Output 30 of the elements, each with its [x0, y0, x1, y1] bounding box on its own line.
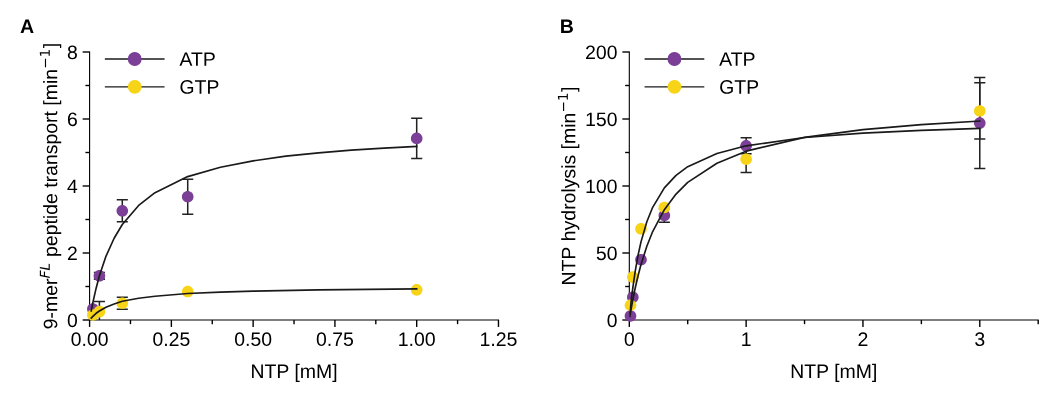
- y-tick-label: 2: [67, 246, 77, 261]
- y-tick-label: 100: [586, 179, 617, 194]
- chart-title: A: [20, 19, 34, 33]
- x-tick-label: 0.50: [234, 332, 272, 347]
- x-tick-label: 3: [975, 332, 985, 347]
- y-tick-label: 4: [67, 179, 78, 194]
- legend-label: GTP: [180, 80, 219, 94]
- y-tick-label: 200: [586, 45, 617, 60]
- x-tick-label: 1.00: [399, 332, 435, 347]
- x-tick-label: 0.00: [71, 332, 108, 347]
- legend-label: GTP: [720, 80, 759, 94]
- y-tick-label: 150: [586, 112, 617, 127]
- y-tick-label: 6: [67, 112, 77, 127]
- x-tick-label: 1.25: [481, 332, 517, 347]
- legend-label: ATP: [719, 52, 755, 66]
- y-tick-label: 0: [607, 313, 617, 328]
- y-axis-title: NTP hydrolysis [min$^{−1}$]: [557, 87, 580, 284]
- y-tick-label: 50: [596, 246, 617, 261]
- chart-title: B: [561, 19, 573, 33]
- legend-label: ATP: [179, 52, 215, 66]
- y-tick-label: 8: [67, 45, 77, 60]
- x-tick-label: 0.25: [153, 332, 190, 347]
- x-tick-label: 2: [858, 332, 868, 346]
- x-axis-title: NTP [mM]: [252, 363, 337, 382]
- y-axis-title: 9-mer$^{FL}$ peptide transport [min$^{−1}$]: [39, 44, 62, 329]
- x-axis-title: NTP [mM]: [791, 363, 876, 382]
- x-tick-label: 0: [624, 332, 634, 347]
- y-tick-label: 0: [67, 313, 78, 328]
- x-tick-label: 0.75: [316, 332, 354, 347]
- x-tick-label: 1: [742, 332, 751, 346]
